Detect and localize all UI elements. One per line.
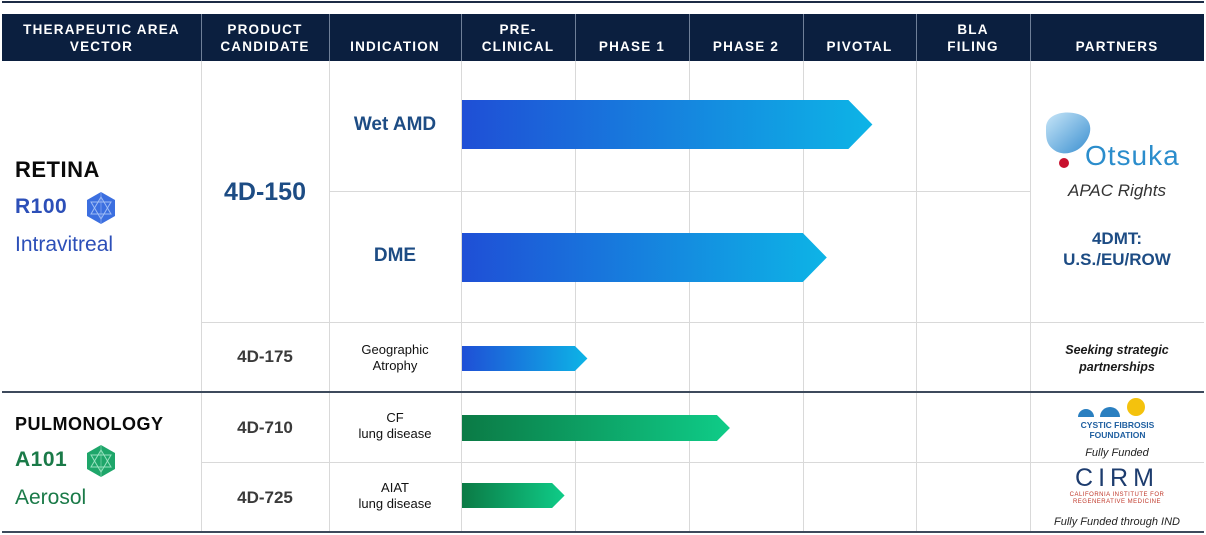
progress-bar-geographic-atrophy xyxy=(462,346,588,371)
product-4d-725: 4D-725 xyxy=(237,488,293,507)
header-preclinical: PRE- CLINICAL xyxy=(481,22,555,54)
cff-note: Fully Funded xyxy=(1085,447,1149,459)
indication-dme: DME xyxy=(373,245,417,266)
header-product-candidate: PRODUCT CANDIDATE xyxy=(220,22,310,54)
area-pulmonology-vector: A101 xyxy=(15,448,68,471)
indication-wet-amd: Wet AMD xyxy=(353,114,437,135)
progress-bar-wet-amd xyxy=(462,100,873,149)
product-4d-710: 4D-710 xyxy=(237,418,293,437)
header-pivotal: PIVOTAL xyxy=(826,39,893,54)
indication-cf: CF lung disease xyxy=(358,410,432,441)
progress-arrow-aiat xyxy=(462,483,565,508)
area-retina-vector: R100 xyxy=(15,195,68,218)
progress-arrow-ga xyxy=(462,346,588,371)
area-pulmonology-name: PULMONOLOGY xyxy=(15,414,164,434)
header-bla-filing: BLA FILING xyxy=(947,22,999,54)
progress-arrow-cf xyxy=(462,415,730,441)
progress-bar-dme xyxy=(462,233,827,282)
retina-vector-icon xyxy=(87,192,115,224)
indication-geographic-atrophy: Geographic Atrophy xyxy=(361,342,429,373)
product-4d-150: 4D-150 xyxy=(224,178,306,206)
area-retina-route: Intravitreal xyxy=(15,233,114,256)
section-divider xyxy=(2,391,1204,393)
top-rule xyxy=(2,1,1204,3)
cff-logo-icon xyxy=(1078,398,1145,417)
progress-arrow-dme xyxy=(462,233,827,282)
header-partners: PARTNERS xyxy=(1075,39,1159,54)
pulmonology-vector-icon xyxy=(87,445,115,477)
seeking-partnerships: Seeking strategic partnerships xyxy=(1065,343,1169,374)
area-pulmonology-route: Aerosol xyxy=(15,486,87,509)
product-4d-175: 4D-175 xyxy=(237,347,293,366)
table-header xyxy=(2,14,1204,61)
progress-bar-cf xyxy=(462,415,730,441)
header-phase1: PHASE 1 xyxy=(598,39,666,54)
progress-arrow-wet_amd xyxy=(462,100,873,149)
cirm-logo-icon: CIRM xyxy=(1075,464,1159,492)
cirm-logo-subtitle: CALIFORNIA INSTITUTE FOR REGENERATIVE ME… xyxy=(1069,492,1165,505)
header-indication: INDICATION xyxy=(350,39,440,54)
area-retina-name: RETINA xyxy=(15,157,100,182)
header-therapeutic-area: THERAPEUTIC AREA VECTOR xyxy=(23,22,180,54)
otsuka-rights: APAC Rights xyxy=(1068,181,1166,200)
cirm-note: Fully Funded through IND xyxy=(1054,516,1180,528)
fourdmt-rights: 4DMT: U.S./EU/ROW xyxy=(1063,229,1171,269)
indication-aiat: AIAT lung disease xyxy=(358,480,432,511)
bottom-rule xyxy=(2,531,1204,533)
otsuka-logo-text: Otsuka xyxy=(1085,140,1180,171)
cff-logo-text: CYSTIC FIBROSIS FOUNDATION xyxy=(1080,420,1155,440)
header-phase2: PHASE 2 xyxy=(712,39,780,54)
otsuka-logo-icon xyxy=(1046,112,1091,168)
progress-bar-aiat xyxy=(462,483,565,508)
